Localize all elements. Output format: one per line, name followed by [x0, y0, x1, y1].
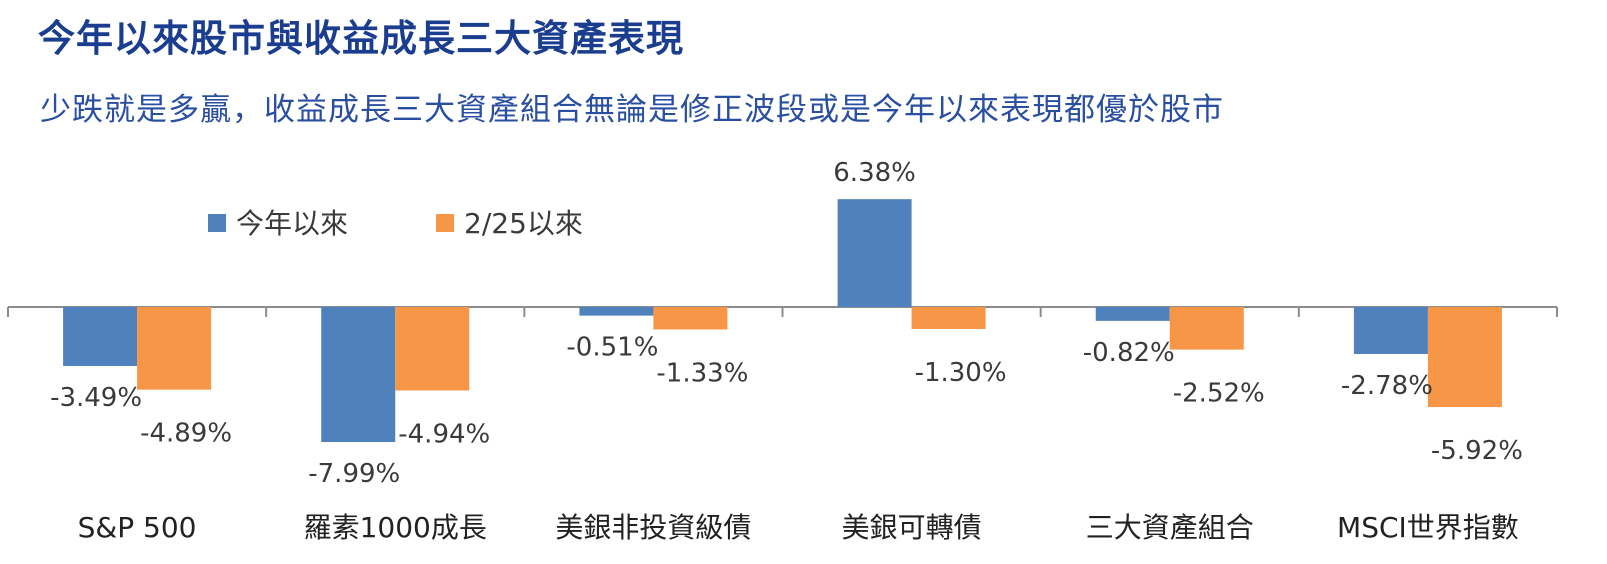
- labels-layer: S&P 500 羅素1000成長 美銀非投資級債 美銀可轉債 三大資產組合 MSCI世界指…: [50, 158, 1523, 544]
- legend-label: 今年以來: [236, 207, 348, 240]
- bar-ytd: [63, 307, 138, 366]
- category-label: 美銀可轉債: [842, 511, 982, 544]
- legend-swatch: [208, 214, 226, 232]
- legend-label: 2/25以來: [464, 207, 583, 240]
- bar-ytd: [579, 307, 654, 316]
- legend-swatch: [436, 214, 454, 232]
- bar-since-0225: [653, 307, 728, 330]
- chart-title: 今年以來股市與收益成長三大資產表現: [38, 17, 684, 60]
- data-label: -3.49%: [50, 383, 142, 413]
- category-label: 美銀非投資級債: [555, 511, 751, 544]
- data-label: -0.51%: [566, 333, 658, 363]
- data-label: -4.89%: [140, 419, 232, 449]
- bar-ytd: [837, 199, 912, 307]
- data-label: -5.92%: [1431, 436, 1523, 466]
- bar-ytd: [321, 307, 396, 443]
- legend: 今年以來 2/25以來: [208, 207, 583, 240]
- data-label: 6.38%: [833, 158, 916, 188]
- chart-subtitle: 少跌就是多贏，收益成長三大資產組合無論是修正波段或是今年以來表現都優於股市: [40, 92, 1224, 128]
- bar-since-0225: [911, 307, 986, 329]
- category-label: S&P 500: [78, 511, 197, 544]
- data-label: -1.30%: [915, 358, 1007, 388]
- data-label: -7.99%: [308, 459, 400, 489]
- data-label: -0.82%: [1083, 338, 1175, 368]
- category-label: MSCI世界指數: [1337, 511, 1519, 544]
- bars-layer: [63, 199, 1502, 443]
- category-label: 三大資產組合: [1086, 511, 1254, 544]
- bar-since-0225: [1427, 307, 1502, 408]
- data-label: -1.33%: [656, 358, 748, 388]
- axis-layer: [7, 306, 1558, 317]
- data-label: -2.52%: [1173, 379, 1265, 409]
- bar-since-0225: [1169, 307, 1244, 350]
- bar-since-0225: [395, 307, 470, 391]
- bar-ytd: [1353, 307, 1428, 354]
- data-label: -4.94%: [398, 419, 490, 449]
- category-label: 羅素1000成長: [304, 511, 487, 544]
- data-label: -2.78%: [1341, 371, 1433, 401]
- bar-ytd: [1095, 307, 1170, 321]
- bar-since-0225: [137, 307, 212, 390]
